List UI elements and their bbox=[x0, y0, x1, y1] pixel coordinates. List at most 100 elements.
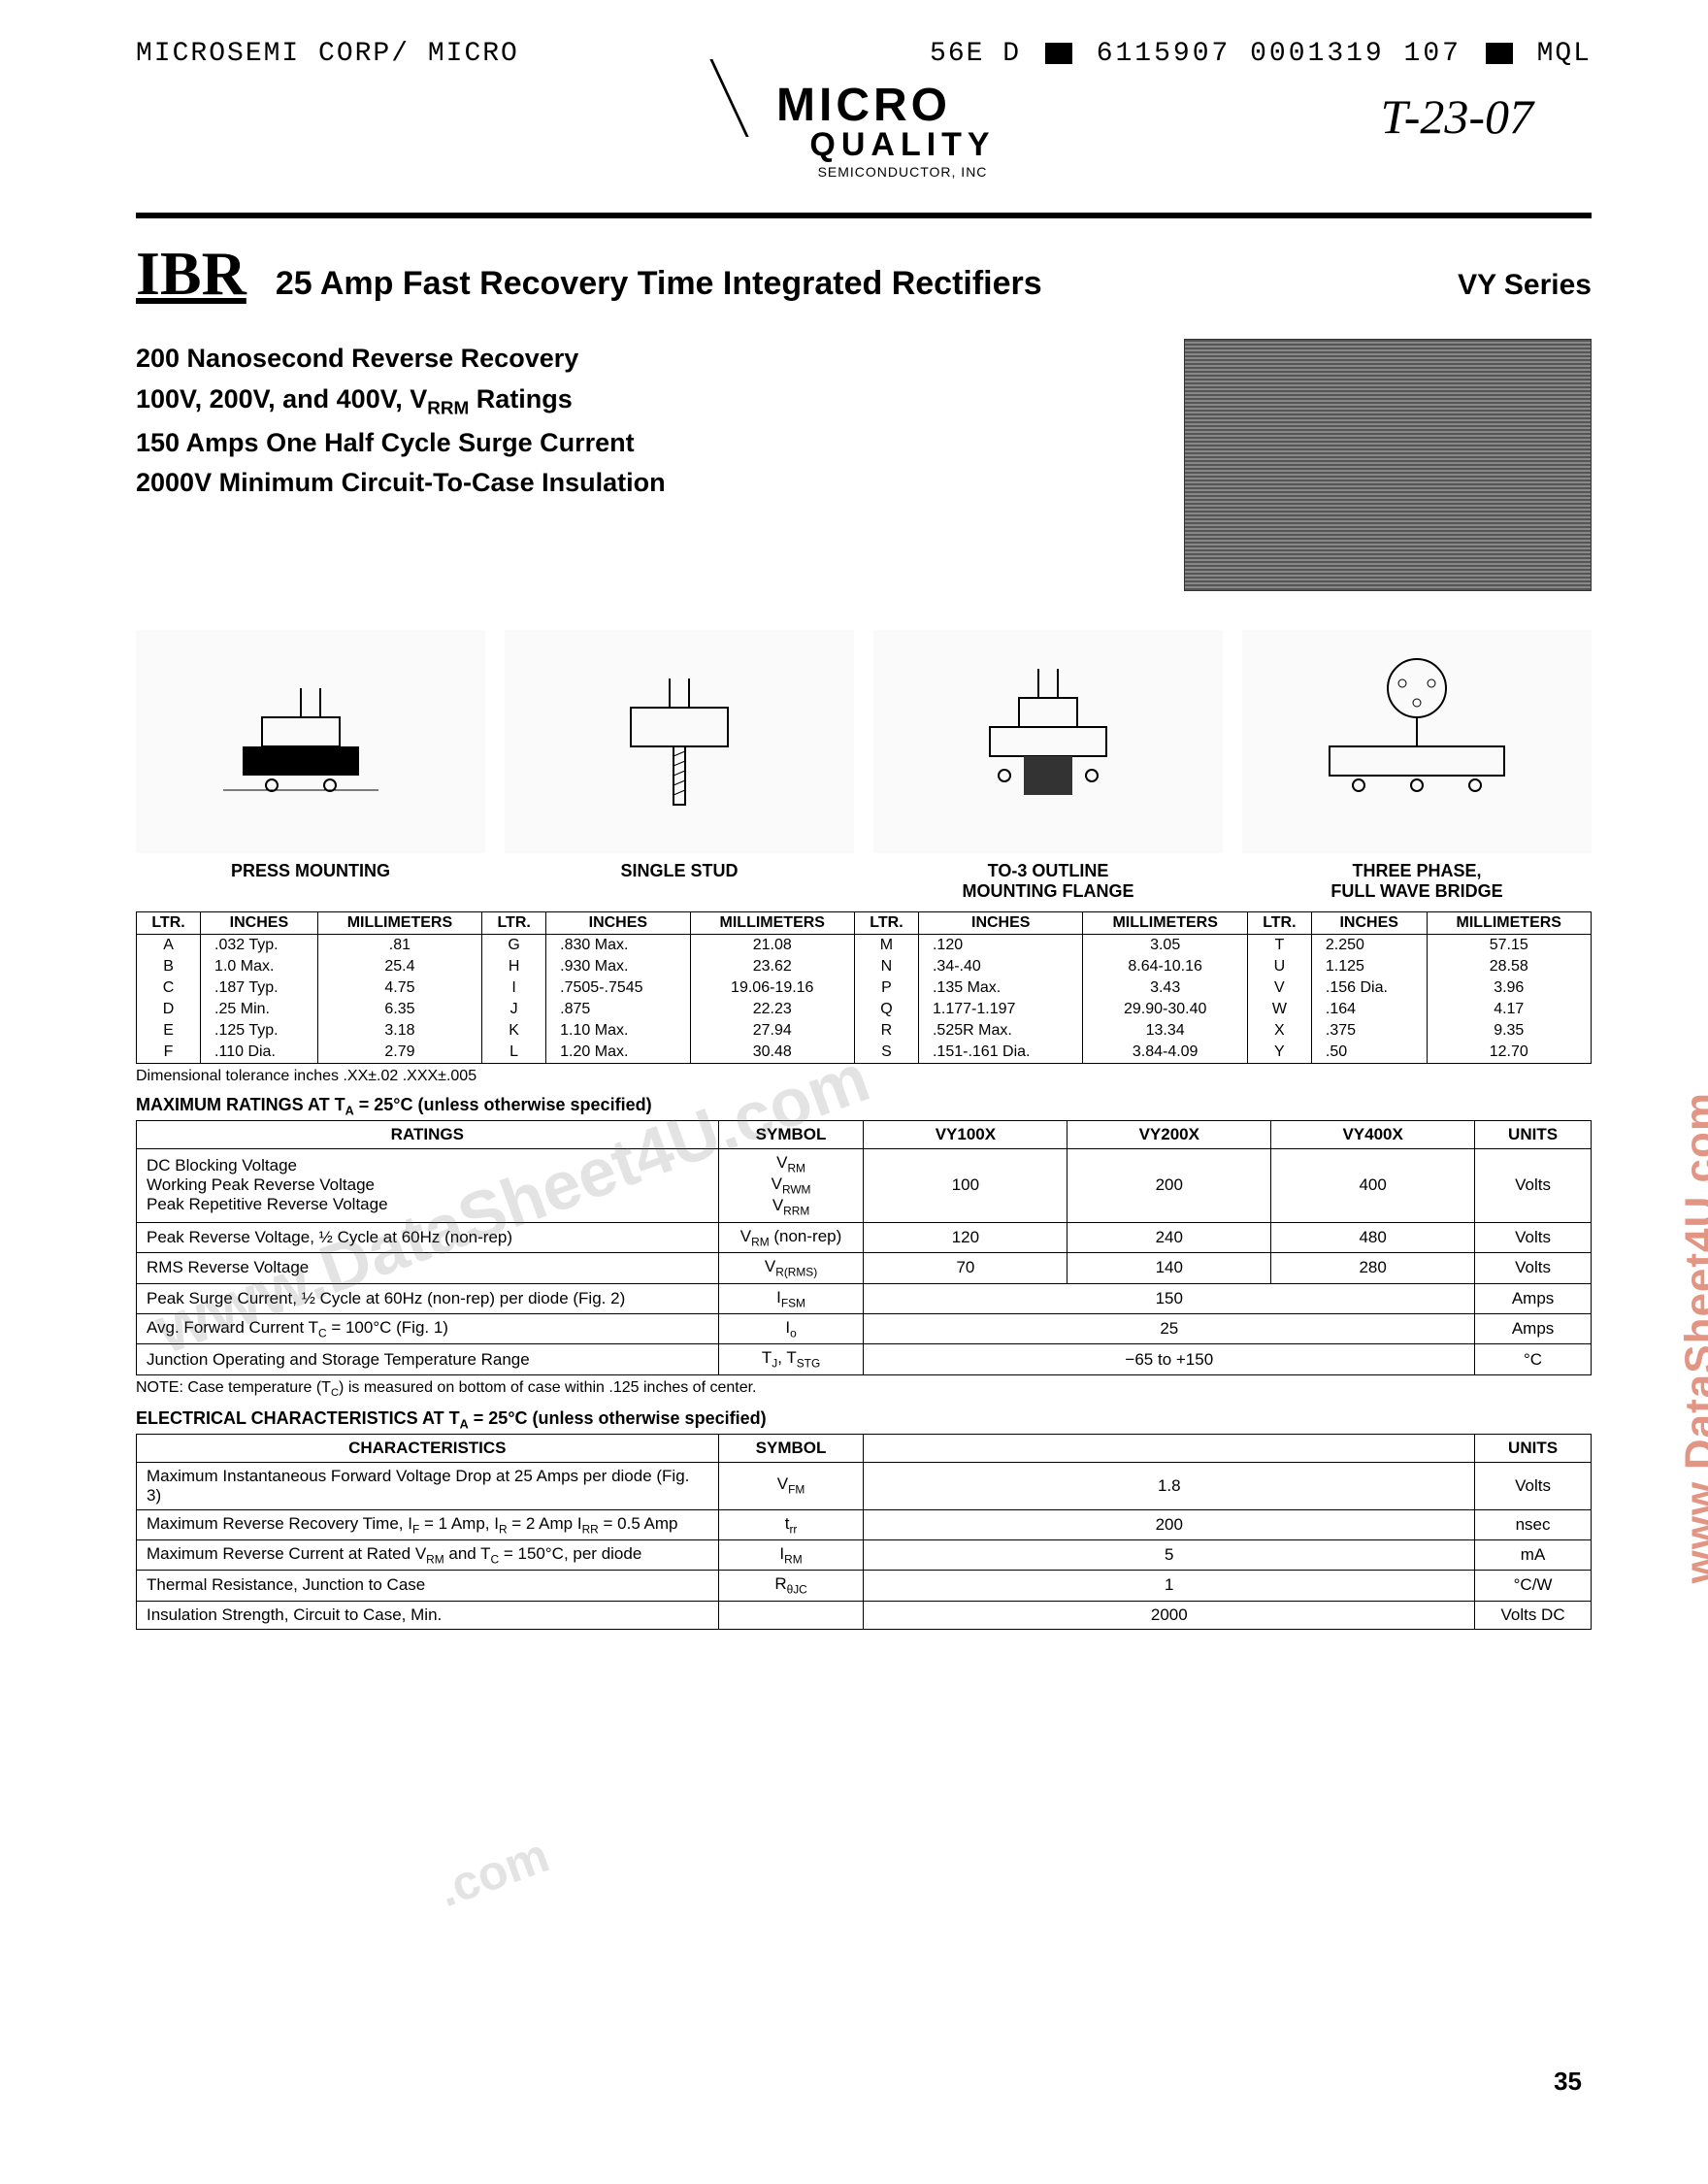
dim-cell: 12.70 bbox=[1427, 1042, 1591, 1064]
dim-cell: .151-.161 Dia. bbox=[918, 1042, 1082, 1064]
dim-cell: 29.90-30.40 bbox=[1083, 999, 1247, 1020]
units-cell: Volts bbox=[1475, 1253, 1592, 1283]
table-row: Peak Surge Current, ½ Cycle at 60Hz (non… bbox=[137, 1283, 1592, 1313]
header-mid: 56E D 6115907 0001319 107 MQL bbox=[930, 39, 1592, 69]
max-ratings-table: RATINGS SYMBOL VY100X VY200X VY400X UNIT… bbox=[136, 1120, 1592, 1375]
dim-cell: 22.23 bbox=[690, 999, 854, 1020]
dim-cell: W bbox=[1247, 999, 1311, 1020]
value-cell: 240 bbox=[1068, 1222, 1271, 1252]
dim-cell: 2.250 bbox=[1311, 935, 1427, 957]
diagram-to3-outline: TO-3 OUTLINE MOUNTING FLANGE bbox=[873, 630, 1223, 902]
case-temp-note: NOTE: Case temperature (TC) is measured … bbox=[136, 1379, 1592, 1399]
table-row: A.032 Typ..81G.830 Max.21.08M.1203.05T2.… bbox=[137, 935, 1592, 957]
value-cell: 70 bbox=[864, 1253, 1068, 1283]
logo-row: MICRO QUALITY SEMICONDUCTOR, INC T-23-07 bbox=[136, 79, 1592, 205]
diagram-press-mounting: PRESS MOUNTING bbox=[136, 630, 485, 902]
dim-cell: B bbox=[137, 956, 201, 977]
dim-cell: 27.94 bbox=[690, 1020, 854, 1042]
col-header: UNITS bbox=[1475, 1434, 1592, 1462]
dim-cell: .135 Max. bbox=[918, 977, 1082, 999]
diagram-drawing bbox=[136, 630, 485, 853]
elec-char-heading: ELECTRICAL CHARACTERISTICS AT TA = 25°C … bbox=[136, 1408, 1592, 1432]
table-row: C.187 Typ.4.75I.7505-.754519.06-19.16P.1… bbox=[137, 977, 1592, 999]
char-cell: Maximum Reverse Current at Rated VRM and… bbox=[137, 1539, 719, 1570]
feature-line: 200 Nanosecond Reverse Recovery bbox=[136, 339, 1145, 380]
units-cell: °C/W bbox=[1475, 1571, 1592, 1601]
dim-cell: .125 Typ. bbox=[201, 1020, 318, 1042]
col-header: SYMBOL bbox=[718, 1434, 864, 1462]
logo-block: MICRO QUALITY SEMICONDUCTOR, INC bbox=[732, 79, 995, 180]
dim-cell: Y bbox=[1247, 1042, 1311, 1064]
rating-cell: Junction Operating and Storage Temperatu… bbox=[137, 1344, 719, 1374]
rating-cell: Peak Surge Current, ½ Cycle at 60Hz (non… bbox=[137, 1283, 719, 1313]
title-main: 25 Amp Fast Recovery Time Integrated Rec… bbox=[276, 265, 1429, 303]
dim-cell: T bbox=[1247, 935, 1311, 957]
symbol-cell: IRM bbox=[718, 1539, 864, 1570]
col-header: VY100X bbox=[864, 1120, 1068, 1148]
table-row: F.110 Dia.2.79L1.20 Max.30.48S.151-.161 … bbox=[137, 1042, 1592, 1064]
units-cell: Amps bbox=[1475, 1313, 1592, 1343]
elec-char-table: CHARACTERISTICS SYMBOL UNITS Maximum Ins… bbox=[136, 1434, 1592, 1630]
dim-cell: .25 Min. bbox=[201, 999, 318, 1020]
watermark-diagonal-2: .com bbox=[431, 1827, 557, 1918]
value-cell: 120 bbox=[864, 1222, 1068, 1252]
dim-cell: D bbox=[137, 999, 201, 1020]
dim-cell: C bbox=[137, 977, 201, 999]
table-row: Peak Reverse Voltage, ½ Cycle at 60Hz (n… bbox=[137, 1222, 1592, 1252]
rating-cell: Avg. Forward Current TC = 100°C (Fig. 1) bbox=[137, 1313, 719, 1343]
table-row: RMS Reverse Voltage VR(RMS) 70 140 280 V… bbox=[137, 1253, 1592, 1283]
units-cell: mA bbox=[1475, 1539, 1592, 1570]
units-cell: Volts bbox=[1475, 1222, 1592, 1252]
logo-sub: QUALITY bbox=[809, 126, 995, 164]
symbol-cell bbox=[718, 1601, 864, 1629]
features-list: 200 Nanosecond Reverse Recovery 100V, 20… bbox=[136, 339, 1145, 591]
dim-cell: .110 Dia. bbox=[201, 1042, 318, 1064]
table-row: Avg. Forward Current TC = 100°C (Fig. 1)… bbox=[137, 1313, 1592, 1343]
dim-cell: 19.06-19.16 bbox=[690, 977, 854, 999]
units-cell: Amps bbox=[1475, 1283, 1592, 1313]
dim-cell: 1.125 bbox=[1311, 956, 1427, 977]
symbol-cell: trr bbox=[718, 1509, 864, 1539]
dim-cell: .50 bbox=[1311, 1042, 1427, 1064]
value-cell: 25 bbox=[864, 1313, 1475, 1343]
black-square-icon bbox=[1486, 43, 1513, 64]
col-header bbox=[864, 1434, 1475, 1462]
handwritten-code: T-23-07 bbox=[1381, 88, 1533, 145]
dim-header: INCHES bbox=[1311, 912, 1427, 935]
dim-cell: H bbox=[482, 956, 546, 977]
dim-cell: .830 Max. bbox=[546, 935, 690, 957]
dim-cell: 21.08 bbox=[690, 935, 854, 957]
title-row: IBR 25 Amp Fast Recovery Time Integrated… bbox=[136, 238, 1592, 310]
dim-header: INCHES bbox=[201, 912, 318, 935]
value-cell: 280 bbox=[1271, 1253, 1475, 1283]
dim-cell: J bbox=[482, 999, 546, 1020]
dim-cell: 3.96 bbox=[1427, 977, 1591, 999]
dim-cell: 4.17 bbox=[1427, 999, 1591, 1020]
dim-cell: 4.75 bbox=[317, 977, 481, 999]
dim-header: LTR. bbox=[1247, 912, 1311, 935]
page-number: 35 bbox=[1554, 2067, 1582, 2097]
symbol-cell: VRMVRWMVRRM bbox=[718, 1148, 864, 1222]
value-cell: 100 bbox=[864, 1148, 1068, 1222]
dim-cell: .7505-.7545 bbox=[546, 977, 690, 999]
table-row: Maximum Reverse Recovery Time, IF = 1 Am… bbox=[137, 1509, 1592, 1539]
dim-header: INCHES bbox=[546, 912, 690, 935]
product-photo bbox=[1184, 339, 1592, 591]
units-cell: Volts DC bbox=[1475, 1601, 1592, 1629]
dim-cell: S bbox=[854, 1042, 918, 1064]
value-cell: 5 bbox=[864, 1539, 1475, 1570]
dim-header: MILLIMETERS bbox=[1083, 912, 1247, 935]
symbol-cell: VRM (non-rep) bbox=[718, 1222, 864, 1252]
dim-cell: .525R Max. bbox=[918, 1020, 1082, 1042]
ibr-logo: IBR bbox=[136, 238, 246, 310]
units-cell: Volts bbox=[1475, 1462, 1592, 1509]
symbol-cell: TJ, TSTG bbox=[718, 1344, 864, 1374]
table-row: D.25 Min.6.35J.87522.23Q1.177-1.19729.90… bbox=[137, 999, 1592, 1020]
value-cell: −65 to +150 bbox=[864, 1344, 1475, 1374]
diagram-three-phase: THREE PHASE, FULL WAVE BRIDGE bbox=[1242, 630, 1592, 902]
value-cell: 200 bbox=[864, 1509, 1475, 1539]
diagram-label: TO-3 OUTLINE MOUNTING FLANGE bbox=[873, 861, 1223, 902]
dim-cell: .156 Dia. bbox=[1311, 977, 1427, 999]
col-header: VY200X bbox=[1068, 1120, 1271, 1148]
dim-cell: U bbox=[1247, 956, 1311, 977]
